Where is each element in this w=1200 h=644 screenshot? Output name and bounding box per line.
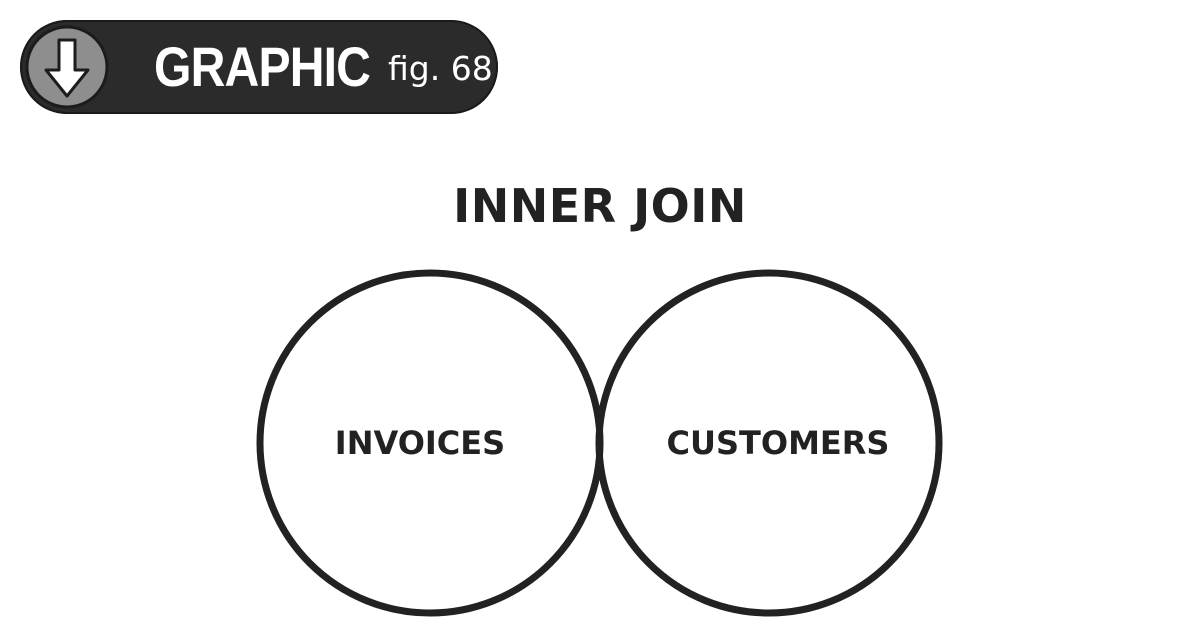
download-arrow-icon bbox=[24, 24, 110, 110]
customers-circle bbox=[595, 269, 943, 617]
diagram-title: INNER JOIN bbox=[453, 179, 747, 233]
figure-number: fig. 68 bbox=[388, 49, 493, 88]
invoices-label: INVOICES bbox=[335, 424, 505, 462]
graphic-badge: GRAPHIC fig. 68 bbox=[20, 20, 498, 114]
customers-label: CUSTOMERS bbox=[667, 424, 890, 462]
badge-label: GRAPHIC bbox=[154, 35, 371, 98]
